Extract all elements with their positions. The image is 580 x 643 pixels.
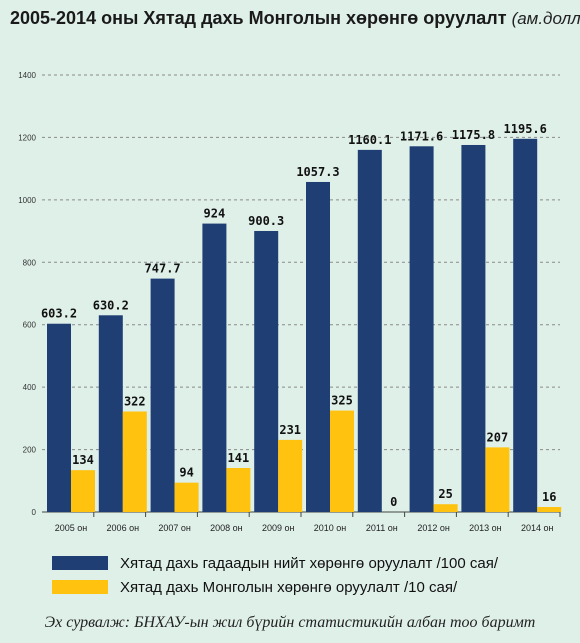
bar-series-1 (306, 181, 330, 512)
data-label-series-1: 924 (204, 207, 226, 221)
data-label-series-1: 1171.6 (400, 129, 443, 143)
chart-title: 2005-2014 оны Хятад дахь Монголын хөрөнг… (10, 8, 507, 28)
x-tick-label: 2011 он (366, 523, 398, 533)
data-label-series-1: 747.7 (145, 262, 181, 276)
legend-swatch-series-1 (52, 556, 108, 570)
data-label-series-2: 16 (542, 490, 556, 504)
bar-series-2 (226, 467, 251, 512)
bar-series-2 (330, 410, 354, 512)
data-label-series-1: 1195.6 (504, 122, 547, 136)
y-tick-label: 400 (23, 383, 37, 392)
legend-label-series-1: Хятад дахь гадаадын нийт хөрөнгө оруулал… (120, 554, 499, 572)
x-tick-label: 2009 он (262, 523, 295, 533)
bar-series-1 (150, 278, 175, 512)
data-label-series-1: 900.3 (248, 214, 284, 228)
chart-legend: Хятад дахь гадаадын нийт хөрөнгө оруулал… (52, 551, 498, 599)
data-label-series-2: 141 (228, 451, 250, 465)
bar-series-1 (513, 138, 538, 512)
bar-series-2 (278, 439, 303, 512)
bar-series-1 (202, 223, 227, 512)
legend-label-series-2: Хятад дахь Монголын хөрөнгө оруулалт /10… (120, 578, 458, 596)
bar-chart: 0 200 400 600 800 1000 1200 1400 603.2 134 2005 он… (18, 71, 562, 533)
chart-unit: (ам.доллар) (511, 9, 580, 28)
data-label-series-2: 325 (331, 394, 353, 408)
bar-series-1 (254, 230, 279, 512)
bar-series-2 (122, 411, 147, 512)
x-tick-label: 2010 он (314, 523, 347, 533)
legend-swatch-series-2 (52, 580, 108, 594)
y-tick-label: 1000 (18, 196, 36, 205)
y-tick-label: 800 (23, 258, 37, 267)
y-tick-label: 1200 (18, 133, 36, 142)
data-label-series-2: 231 (279, 423, 301, 437)
data-label-series-1: 1057.3 (296, 165, 339, 179)
data-label-series-2: 94 (179, 466, 193, 480)
legend-item-series-2: Хятад дахь Монголын хөрөнгө оруулалт /10… (52, 575, 498, 599)
bar-series-2 (71, 470, 95, 512)
x-tick-label: 2007 он (158, 523, 191, 533)
chart-title-row: 2005-2014 оны Хятад дахь Монголын хөрөнг… (10, 8, 580, 29)
bar-series-1 (47, 323, 71, 512)
data-label-series-2: 25 (438, 487, 452, 501)
bar-series-1 (98, 315, 123, 512)
data-label-series-2: 0 (390, 495, 397, 509)
bar-series-2 (174, 482, 199, 512)
y-tick-label: 1400 (18, 71, 36, 80)
y-tick-label: 600 (23, 321, 37, 330)
data-label-series-2: 322 (124, 394, 146, 408)
y-tick-label: 0 (32, 508, 37, 517)
x-tick-label: 2014 он (521, 523, 554, 533)
bar-series-2 (433, 504, 458, 512)
data-label-series-1: 603.2 (41, 307, 77, 321)
data-label-series-2: 207 (487, 430, 509, 444)
data-label-series-1: 630.2 (93, 298, 129, 312)
bar-series-1 (461, 144, 486, 512)
bar-series-1 (409, 146, 434, 512)
x-tick-label: 2008 он (210, 523, 243, 533)
bar-series-1 (357, 149, 382, 513)
data-label-series-1: 1160.1 (348, 133, 391, 147)
y-tick-label: 200 (23, 446, 37, 455)
source-note: Эх сурвалж: БНХАУ-ын жил бүрийн статисти… (44, 614, 536, 631)
legend-item-series-1: Хятад дахь гадаадын нийт хөрөнгө оруулал… (52, 551, 498, 575)
bar-series-2 (485, 447, 510, 512)
x-tick-label: 2006 он (107, 523, 140, 533)
x-tick-label: 2012 он (417, 523, 450, 533)
x-tick-label: 2005 он (55, 523, 88, 533)
data-label-series-1: 1175.8 (452, 128, 495, 142)
data-label-series-2: 134 (72, 453, 94, 467)
x-tick-label: 2013 он (469, 523, 502, 533)
bar-series-2 (537, 507, 562, 512)
